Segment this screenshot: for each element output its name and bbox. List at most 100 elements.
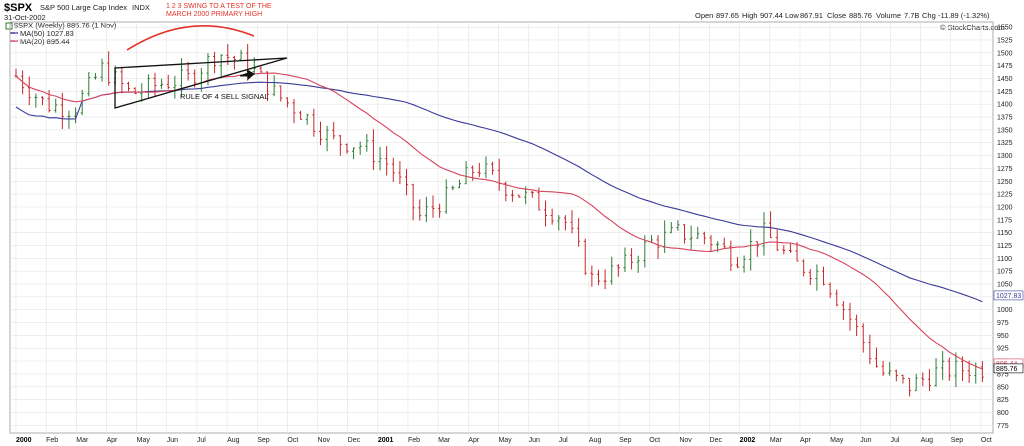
x-tick-label: Jul xyxy=(559,437,568,444)
ohlc-bar xyxy=(272,75,276,97)
ohlc-bar xyxy=(961,356,965,382)
x-tick-label: May xyxy=(498,437,512,444)
ohlc-bar xyxy=(822,266,826,286)
x-tick-label: Sep xyxy=(257,437,270,444)
ohlc-bar xyxy=(186,61,190,81)
x-tick-label: Jun xyxy=(167,437,178,444)
ohlc-bar xyxy=(947,357,951,381)
ohlc-bar xyxy=(259,66,263,73)
sell-arrow-icon xyxy=(239,68,255,81)
price-bars xyxy=(14,43,984,397)
swing-annotation-line2: MARCH 2000 PRIMARY HIGH xyxy=(166,11,262,18)
ohlc-bar xyxy=(570,210,574,234)
ohlc-bar xyxy=(54,98,58,113)
ohlc-bar xyxy=(689,225,693,250)
ohlc-bar xyxy=(146,74,150,98)
ma50-line xyxy=(15,81,983,303)
ohlc-bar xyxy=(788,242,792,253)
ohlc-bar xyxy=(166,74,170,90)
y-tick-label: 1125 xyxy=(997,243,1012,250)
y-tick-label: 1525 xyxy=(997,37,1013,44)
ohlc-bar xyxy=(418,199,422,221)
ohlc-bar xyxy=(299,110,303,121)
ohlc-bar xyxy=(358,141,362,155)
y-tick-label: 1000 xyxy=(997,307,1013,314)
x-tick-label: Sep xyxy=(619,437,632,444)
ohlc-bar xyxy=(457,179,461,189)
ohlc-bar xyxy=(954,352,958,388)
svg-text:885.76: 885.76 xyxy=(849,11,872,20)
ohlc-bar xyxy=(219,54,223,79)
ohlc-bar xyxy=(160,78,164,89)
ohlc-bar xyxy=(424,196,428,223)
ohlc-bar xyxy=(749,229,753,271)
ohlc-bar xyxy=(709,234,713,252)
ohlc-bar xyxy=(630,248,634,270)
ohlc-bar xyxy=(305,113,309,125)
y-tick-label: 1350 xyxy=(997,127,1013,134)
x-tick-label: Apr xyxy=(106,437,118,444)
ohlc-bar xyxy=(696,226,700,239)
x-tick-label: Jun xyxy=(860,437,871,444)
x-tick-label: Aug xyxy=(227,437,240,444)
x-tick-label: Aug xyxy=(921,437,934,444)
x-tick-label: Dec xyxy=(348,437,361,444)
symbol-label: $SPX xyxy=(4,2,33,14)
ohlc-bar xyxy=(967,360,971,383)
ohlc-bar xyxy=(636,255,640,273)
end-labels: 1027.83895.44885.76 xyxy=(993,290,1024,374)
y-tick-label: 1500 xyxy=(997,50,1013,57)
index-name: S&P 500 Large Cap Index xyxy=(40,3,127,12)
ohlc-bar xyxy=(47,90,51,113)
y-tick-label: 825 xyxy=(997,397,1009,404)
ohlc-bar xyxy=(87,71,91,97)
ohlc-bar xyxy=(34,93,38,108)
exchange-label: INDX xyxy=(132,3,150,12)
ohlc-bar xyxy=(378,146,382,171)
y-tick-label: 800 xyxy=(997,410,1009,417)
ohlc-bar xyxy=(908,377,912,397)
end-label-text: 885.76 xyxy=(996,366,1018,373)
ohlc-bar xyxy=(980,361,984,383)
ohlc-bar xyxy=(232,55,236,70)
y-tick-label: 1175 xyxy=(997,217,1012,224)
svg-text:Open: Open xyxy=(695,11,713,20)
end-label-box xyxy=(993,290,1024,301)
ohlc-bar xyxy=(610,256,614,285)
ohlc-bar xyxy=(398,161,402,185)
ohlc-bar xyxy=(735,257,739,269)
ohlc-bar xyxy=(391,157,395,182)
ohlc-bar xyxy=(411,183,415,221)
y-tick-label: 1250 xyxy=(997,179,1013,186)
ohlc-bar xyxy=(405,168,409,196)
ohlc-bar xyxy=(325,125,329,152)
ohlc-bar xyxy=(815,264,819,291)
x-tick-label: Feb xyxy=(408,437,420,444)
x-tick-label: Feb xyxy=(46,437,58,444)
ohlc-bar xyxy=(583,238,587,275)
ohlc-bar xyxy=(544,200,548,227)
svg-text:Low: Low xyxy=(785,11,799,20)
ohlc-bar xyxy=(762,212,766,256)
ohlc-bar xyxy=(577,218,581,247)
y-tick-label: 975 xyxy=(997,320,1009,327)
svg-text:Close: Close xyxy=(827,11,846,20)
ohlc-bar xyxy=(120,66,124,94)
ohlc-bar xyxy=(868,334,872,365)
x-tick-label: May xyxy=(137,437,151,444)
y-tick-label: 1075 xyxy=(997,269,1013,276)
ohlc-bar xyxy=(921,372,925,387)
ohlc-bar xyxy=(127,81,131,92)
x-tick-label: Mar xyxy=(76,437,89,444)
ohlc-bar xyxy=(888,362,892,376)
ohlc-bar xyxy=(861,323,865,353)
ohlc-bar xyxy=(451,185,455,191)
ohlc-bar xyxy=(497,158,501,191)
x-tick-label: Oct xyxy=(649,437,660,444)
ohlc-bar xyxy=(133,87,137,95)
ohlc-bar xyxy=(616,264,620,277)
ohlc-bar xyxy=(782,245,786,255)
y-tick-label: 1475 xyxy=(997,63,1013,70)
x-tick-label: Oct xyxy=(981,437,992,444)
ohlc-bar xyxy=(914,373,918,392)
